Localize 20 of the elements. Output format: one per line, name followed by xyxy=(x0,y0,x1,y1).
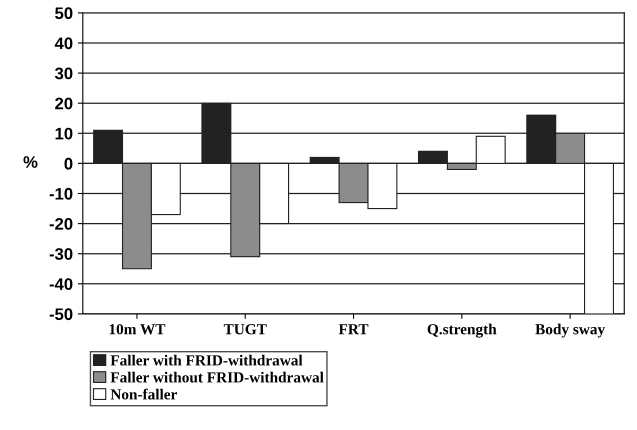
legend-label: Faller with FRID-withdrawal xyxy=(110,354,302,366)
x-tick-label: TUGT xyxy=(224,324,267,334)
x-tick-label: Q.strength xyxy=(428,324,496,338)
x-tick-label: Body sway xyxy=(535,324,605,338)
y-tick-label: 30 xyxy=(54,68,72,80)
y-tick-label: -10 xyxy=(50,188,72,200)
y-tick-label: 20 xyxy=(55,98,72,110)
y-tick-label: -40 xyxy=(50,278,72,290)
legend-label: Faller without FRID-withdrawal xyxy=(110,372,324,383)
y-tick-label: 40 xyxy=(54,37,72,50)
y-tick-label: -20 xyxy=(50,218,72,230)
y-axis-title: % xyxy=(23,156,38,168)
y-tick-label: 10 xyxy=(56,128,72,140)
x-tick-label: FRT xyxy=(338,324,368,334)
y-tick-label: -50 xyxy=(50,308,72,320)
y-tick-label: 50 xyxy=(55,7,72,20)
x-tick-label: 10m WT xyxy=(110,324,166,334)
y-tick-label: -30 xyxy=(50,248,72,260)
y-tick-label: 0 xyxy=(64,158,72,170)
legend-label: Non-faller xyxy=(110,388,178,400)
